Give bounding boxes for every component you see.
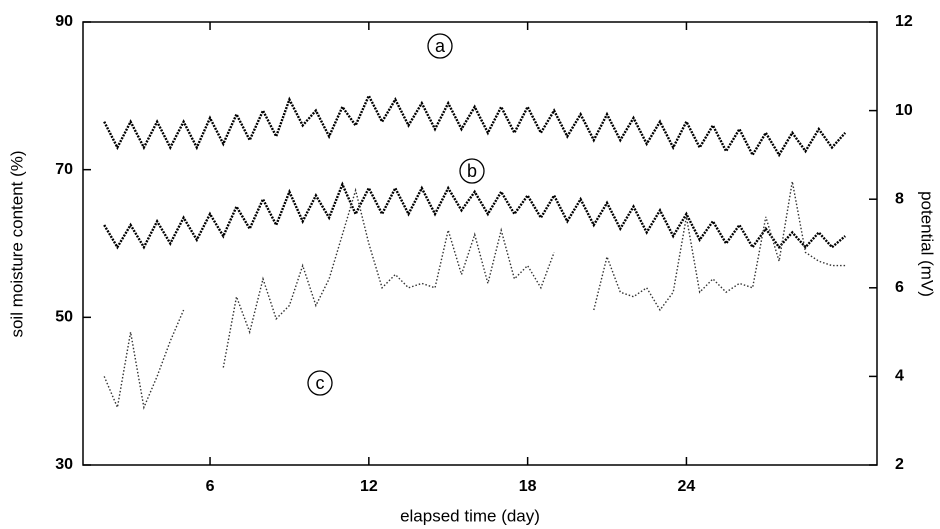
y2-tick-label: 10 <box>895 102 913 119</box>
y2-tick-label: 2 <box>895 456 904 473</box>
y-tick-label: 70 <box>55 161 73 178</box>
y2-tick-label: 8 <box>895 190 904 207</box>
x-tick-label: 6 <box>206 478 215 495</box>
annotation: a <box>435 36 446 56</box>
plot-frame <box>82 21 878 466</box>
y-axis-label: soil moisture content (%) <box>7 150 26 337</box>
annotation-circle <box>307 370 333 396</box>
y2-axis-label: potential (mV) <box>918 191 937 297</box>
annotation: c <box>316 373 325 393</box>
series-line <box>103 181 846 410</box>
x-tick-label: 24 <box>678 478 696 495</box>
y-tick-label: 30 <box>55 456 73 473</box>
y-tick-label: 50 <box>55 309 73 326</box>
y2-tick-label: 6 <box>895 279 904 296</box>
x-axis-label: elapsed time (day) <box>400 506 540 525</box>
y2-tick-label: 4 <box>895 368 904 385</box>
y2-tick-label: 12 <box>895 13 913 30</box>
annotation: b <box>467 161 477 181</box>
series-line <box>103 93 847 158</box>
x-tick-label: 18 <box>519 478 537 495</box>
annotation-circle <box>459 158 485 184</box>
x-tick-label: 12 <box>360 478 378 495</box>
y-tick-label: 90 <box>55 13 73 30</box>
annotation-circle <box>427 33 453 59</box>
series-line <box>103 181 846 250</box>
